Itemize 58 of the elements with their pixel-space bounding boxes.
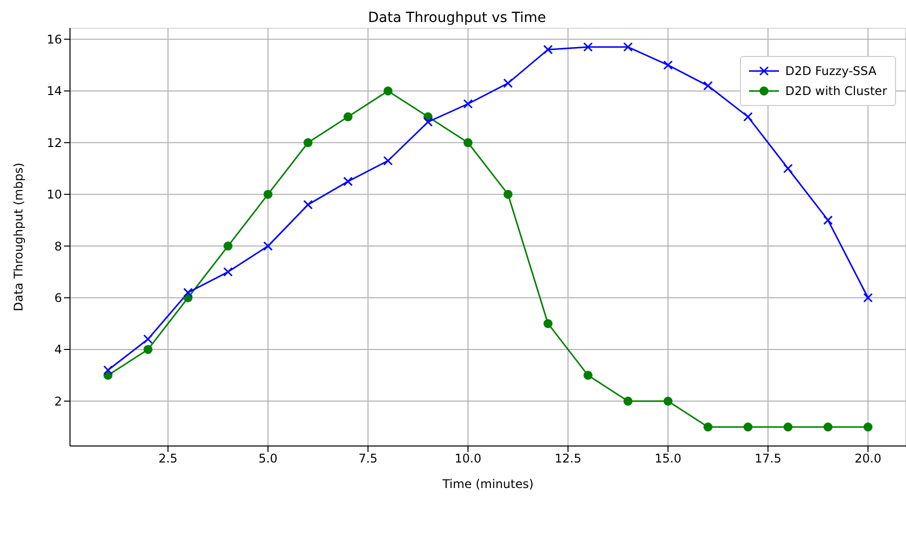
point (663, 60, 673, 70)
point (784, 422, 792, 432)
y-tick-label: 6 (54, 291, 62, 306)
y-tick-label: 16 (46, 32, 62, 47)
y-tick-label: 8 (54, 239, 62, 254)
point (264, 190, 272, 199)
point (783, 164, 793, 174)
point (623, 42, 633, 52)
point (664, 396, 672, 406)
point (423, 117, 433, 127)
point (263, 241, 273, 251)
point (383, 156, 393, 166)
point (224, 242, 232, 251)
x-tick-label: 2.5 (158, 452, 178, 466)
point (504, 190, 512, 199)
point (863, 293, 873, 302)
y-tick-label: 14 (46, 84, 62, 98)
point (744, 422, 752, 432)
x-tick-label: 5.0 (258, 452, 278, 466)
x-tick-label: 15.0 (654, 452, 682, 466)
x-tick-label: 17.5 (754, 452, 782, 466)
x-tick-label: 12.5 (554, 452, 582, 466)
point (183, 288, 193, 298)
x-tick-label: 7.5 (358, 452, 378, 466)
point (463, 99, 473, 109)
point (304, 138, 312, 148)
point (503, 78, 513, 88)
y-tick-label: 12 (46, 136, 62, 150)
point (103, 365, 113, 375)
point (464, 138, 472, 148)
y-tick-label: 2 (54, 394, 62, 408)
point (384, 86, 392, 96)
point (823, 215, 833, 225)
point (583, 42, 593, 52)
y-tick-label: 10 (46, 188, 62, 202)
point (343, 176, 353, 186)
point (704, 422, 712, 432)
legend-label: D2D Fuzzy-SSA (785, 64, 876, 78)
x-tick-label: 20.0 (854, 452, 882, 466)
point (143, 334, 153, 344)
point (344, 112, 352, 122)
x-tick-label: 10.0 (454, 452, 482, 466)
y-axis-title: Data Throughput (mbps) (11, 162, 26, 312)
point (584, 370, 592, 380)
point (624, 396, 632, 406)
chart-title: Data Throughput vs Time (367, 9, 547, 28)
point (824, 422, 832, 432)
point (543, 44, 553, 54)
legend-label: D2D with Cluster (785, 84, 887, 98)
x-axis-title: Time (minutes) (441, 477, 534, 491)
point (144, 344, 152, 354)
point (223, 267, 233, 277)
point (544, 319, 552, 328)
point (864, 422, 872, 432)
point (703, 81, 713, 91)
point (743, 112, 753, 122)
point (303, 200, 313, 210)
y-tick-label: 4 (54, 342, 62, 357)
